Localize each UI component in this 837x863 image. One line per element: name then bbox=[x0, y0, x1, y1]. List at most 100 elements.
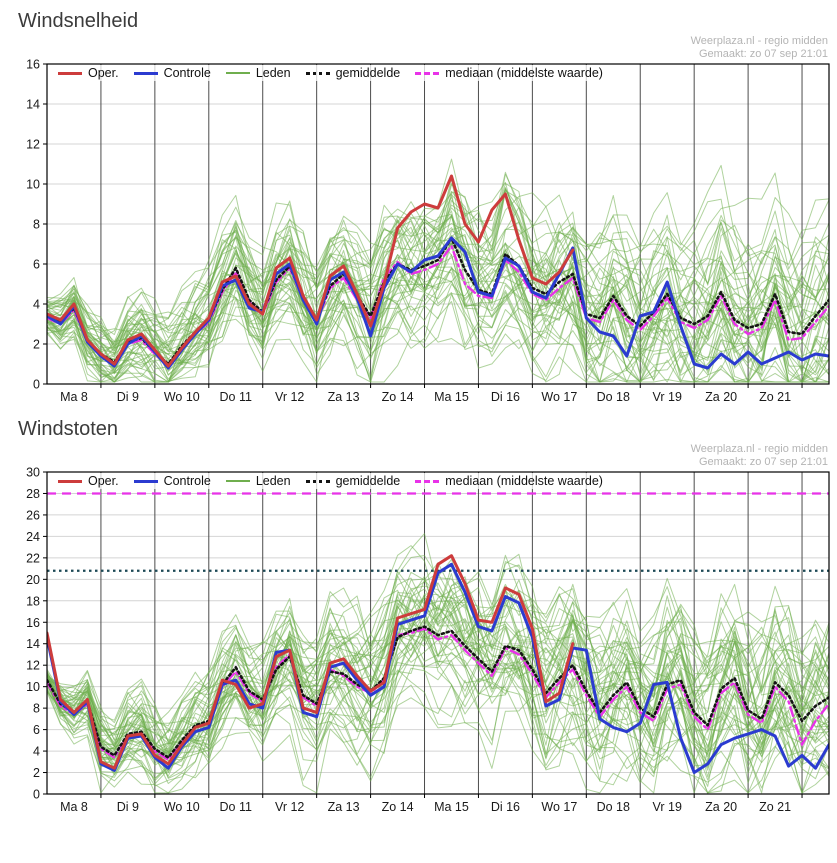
gemiddelde-line-swatch bbox=[305, 71, 330, 75]
svg-text:10: 10 bbox=[26, 680, 40, 694]
svg-text:Di 16: Di 16 bbox=[491, 390, 520, 404]
controle-line-swatch bbox=[133, 71, 158, 75]
legend: Oper. Controle Leden gemiddelde mediaan (mid… bbox=[54, 65, 607, 81]
svg-text:0: 0 bbox=[33, 788, 40, 802]
legend-label-controle: Controle bbox=[163, 474, 211, 488]
svg-text:6: 6 bbox=[33, 723, 40, 737]
legend-item-leden: Leden bbox=[225, 66, 291, 80]
svg-text:Wo 17: Wo 17 bbox=[541, 800, 577, 814]
legend-item-oper: Oper. bbox=[58, 474, 119, 488]
svg-text:0: 0 bbox=[33, 378, 40, 392]
svg-text:20: 20 bbox=[26, 573, 40, 587]
svg-text:Za 13: Za 13 bbox=[328, 800, 360, 814]
svg-text:26: 26 bbox=[26, 508, 40, 522]
svg-text:22: 22 bbox=[26, 551, 40, 565]
svg-text:30: 30 bbox=[26, 466, 40, 480]
svg-text:8: 8 bbox=[33, 218, 40, 232]
legend-label-oper: Oper. bbox=[88, 474, 119, 488]
svg-text:Zo 14: Zo 14 bbox=[382, 390, 414, 404]
svg-text:2: 2 bbox=[33, 766, 40, 780]
legend-label-leden: Leden bbox=[255, 474, 291, 488]
svg-text:Vr 19: Vr 19 bbox=[652, 390, 681, 404]
legend-item-mediaan: mediaan (middelste waarde) bbox=[415, 474, 603, 488]
legend-label-mediaan: mediaan (middelste waarde) bbox=[445, 66, 603, 80]
watermark-source: Weerplaza.nl - regio midden bbox=[690, 35, 828, 47]
svg-text:Ma 8: Ma 8 bbox=[60, 390, 88, 404]
svg-text:Za 13: Za 13 bbox=[328, 390, 360, 404]
svg-text:Za 20: Za 20 bbox=[705, 390, 737, 404]
legend: Oper. Controle Leden gemiddelde mediaan (mid… bbox=[54, 473, 607, 489]
windsnelheid-plot-wrap: Weerplaza.nl - regio midden Gemaakt: zo … bbox=[0, 34, 837, 406]
legend-label-gemiddelde: gemiddelde bbox=[335, 474, 401, 488]
legend-label-oper: Oper. bbox=[88, 66, 119, 80]
watermark-source: Weerplaza.nl - regio midden bbox=[690, 443, 828, 455]
legend-label-mediaan: mediaan (middelste waarde) bbox=[445, 474, 603, 488]
leden-line-swatch bbox=[225, 72, 250, 74]
svg-text:Di 9: Di 9 bbox=[117, 800, 139, 814]
svg-text:Wo 10: Wo 10 bbox=[164, 390, 200, 404]
legend-item-gemiddelde: gemiddelde bbox=[305, 474, 401, 488]
gemiddelde-line-swatch bbox=[305, 479, 330, 483]
svg-text:14: 14 bbox=[26, 98, 40, 112]
svg-text:2: 2 bbox=[33, 338, 40, 352]
svg-text:Di 9: Di 9 bbox=[117, 390, 139, 404]
svg-text:Vr 12: Vr 12 bbox=[275, 800, 304, 814]
svg-text:Zo 21: Zo 21 bbox=[759, 800, 791, 814]
svg-text:10: 10 bbox=[26, 178, 40, 192]
svg-text:Di 16: Di 16 bbox=[491, 800, 520, 814]
svg-text:14: 14 bbox=[26, 637, 40, 651]
oper-line-swatch bbox=[58, 479, 82, 483]
windsnelheid-title: Windsnelheid bbox=[18, 10, 139, 32]
svg-text:4: 4 bbox=[33, 745, 40, 759]
svg-text:Za 20: Za 20 bbox=[705, 800, 737, 814]
legend-item-mediaan: mediaan (middelste waarde) bbox=[415, 66, 603, 80]
watermark-created: Gemaakt: zo 07 sep 21:01 bbox=[698, 456, 828, 468]
legend-label-gemiddelde: gemiddelde bbox=[335, 66, 401, 80]
leden-line-swatch bbox=[225, 480, 250, 482]
svg-text:Vr 12: Vr 12 bbox=[275, 390, 304, 404]
svg-text:24: 24 bbox=[26, 530, 40, 544]
legend-label-controle: Controle bbox=[163, 66, 211, 80]
svg-text:Do 11: Do 11 bbox=[220, 390, 252, 404]
svg-text:8: 8 bbox=[33, 702, 40, 716]
svg-text:Do 18: Do 18 bbox=[597, 800, 630, 814]
watermark: Weerplaza.nl - regio midden Gemaakt: zo … bbox=[691, 443, 828, 469]
legend-item-leden: Leden bbox=[225, 474, 291, 488]
legend-item-controle: Controle bbox=[133, 66, 211, 80]
mediaan-line-swatch bbox=[415, 479, 440, 483]
windsnelheid-section: Windsnelheid Weerplaza.nl - regio midden… bbox=[0, 8, 837, 406]
svg-text:Wo 10: Wo 10 bbox=[164, 800, 200, 814]
windstoten-section: Windstoten Weerplaza.nl - regio midden G… bbox=[0, 416, 837, 816]
legend-label-leden: Leden bbox=[255, 66, 291, 80]
mediaan-line-swatch bbox=[415, 71, 440, 75]
legend-item-oper: Oper. bbox=[58, 66, 119, 80]
svg-text:12: 12 bbox=[26, 138, 40, 152]
svg-text:Vr 19: Vr 19 bbox=[652, 800, 681, 814]
svg-text:4: 4 bbox=[33, 298, 40, 312]
svg-text:Do 11: Do 11 bbox=[220, 800, 252, 814]
svg-text:Ma 8: Ma 8 bbox=[60, 800, 88, 814]
svg-text:Zo 14: Zo 14 bbox=[382, 800, 414, 814]
svg-text:6: 6 bbox=[33, 258, 40, 272]
oper-line-swatch bbox=[58, 71, 82, 75]
legend-item-gemiddelde: gemiddelde bbox=[305, 66, 401, 80]
svg-text:Ma 15: Ma 15 bbox=[434, 800, 469, 814]
windstoten-title: Windstoten bbox=[18, 418, 119, 440]
watermark-created: Gemaakt: zo 07 sep 21:01 bbox=[698, 48, 828, 60]
svg-text:16: 16 bbox=[26, 616, 40, 630]
weather-ensemble-page: Windsnelheid Weerplaza.nl - regio midden… bbox=[0, 8, 837, 816]
svg-text:Ma 15: Ma 15 bbox=[434, 390, 469, 404]
controle-line-swatch bbox=[133, 479, 158, 483]
watermark: Weerplaza.nl - regio midden Gemaakt: zo … bbox=[691, 35, 828, 61]
windstoten-plot-wrap: Weerplaza.nl - regio midden Gemaakt: zo … bbox=[0, 442, 837, 816]
windsnelheid-plot: 0 2 4 6 8 10 12 14 16 Ma 8 Di 9 Wo 10 Do 11 Vr 12 Za 1… bbox=[26, 58, 830, 404]
svg-text:12: 12 bbox=[26, 659, 40, 673]
svg-text:Do 18: Do 18 bbox=[597, 390, 630, 404]
svg-text:Wo 17: Wo 17 bbox=[541, 390, 577, 404]
svg-text:18: 18 bbox=[26, 594, 40, 608]
legend-item-controle: Controle bbox=[133, 474, 211, 488]
svg-text:28: 28 bbox=[26, 487, 40, 501]
svg-text:Zo 21: Zo 21 bbox=[759, 390, 791, 404]
svg-text:16: 16 bbox=[26, 58, 40, 72]
